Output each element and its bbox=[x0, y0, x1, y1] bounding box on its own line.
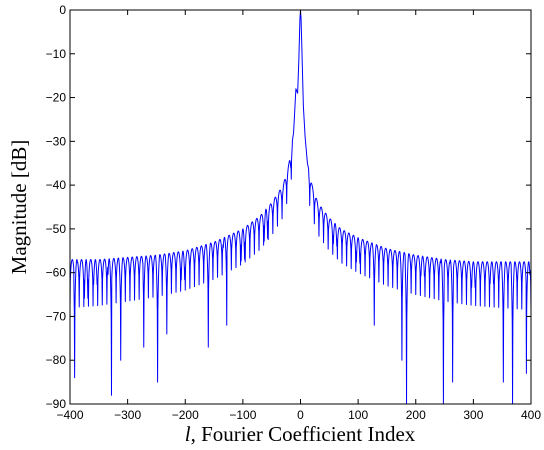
x-tick-label: 300 bbox=[463, 408, 483, 422]
plot-frame bbox=[69, 9, 532, 405]
x-tick-label: 400 bbox=[521, 408, 541, 422]
y-tick-label: −90 bbox=[46, 397, 67, 411]
y-tick-label: 0 bbox=[59, 3, 66, 17]
x-axis-label-text: , Fourier Coefficient Index bbox=[191, 422, 416, 446]
y-tick-label: −80 bbox=[46, 353, 67, 367]
x-tick-label: 0 bbox=[297, 408, 304, 422]
x-tick-label: 200 bbox=[406, 408, 426, 422]
y-tick-label: −30 bbox=[46, 134, 67, 148]
x-tick-label: −300 bbox=[114, 408, 141, 422]
x-axis-label-variable: l bbox=[185, 422, 191, 446]
x-tick-label: −100 bbox=[229, 408, 256, 422]
y-axis-label: Magnitude [dB] bbox=[7, 140, 31, 275]
y-tick-label: −70 bbox=[46, 309, 67, 323]
x-axis-label: l, Fourier Coefficient Index bbox=[185, 422, 416, 446]
x-tick-label: −200 bbox=[172, 408, 199, 422]
plot-area bbox=[70, 10, 531, 404]
ticks-layer: −400 −300 −200 −100 0 100 200 300 400 0 −10 −20 −30 −… bbox=[46, 3, 542, 422]
y-tick-label: −10 bbox=[46, 47, 67, 61]
x-tick-label: −400 bbox=[56, 408, 83, 422]
y-tick-label: −40 bbox=[46, 178, 67, 192]
x-tick-label: 100 bbox=[348, 408, 368, 422]
y-tick-label: −50 bbox=[46, 222, 67, 236]
y-tick-label: −60 bbox=[46, 266, 67, 280]
y-tick-label: −20 bbox=[46, 91, 67, 105]
